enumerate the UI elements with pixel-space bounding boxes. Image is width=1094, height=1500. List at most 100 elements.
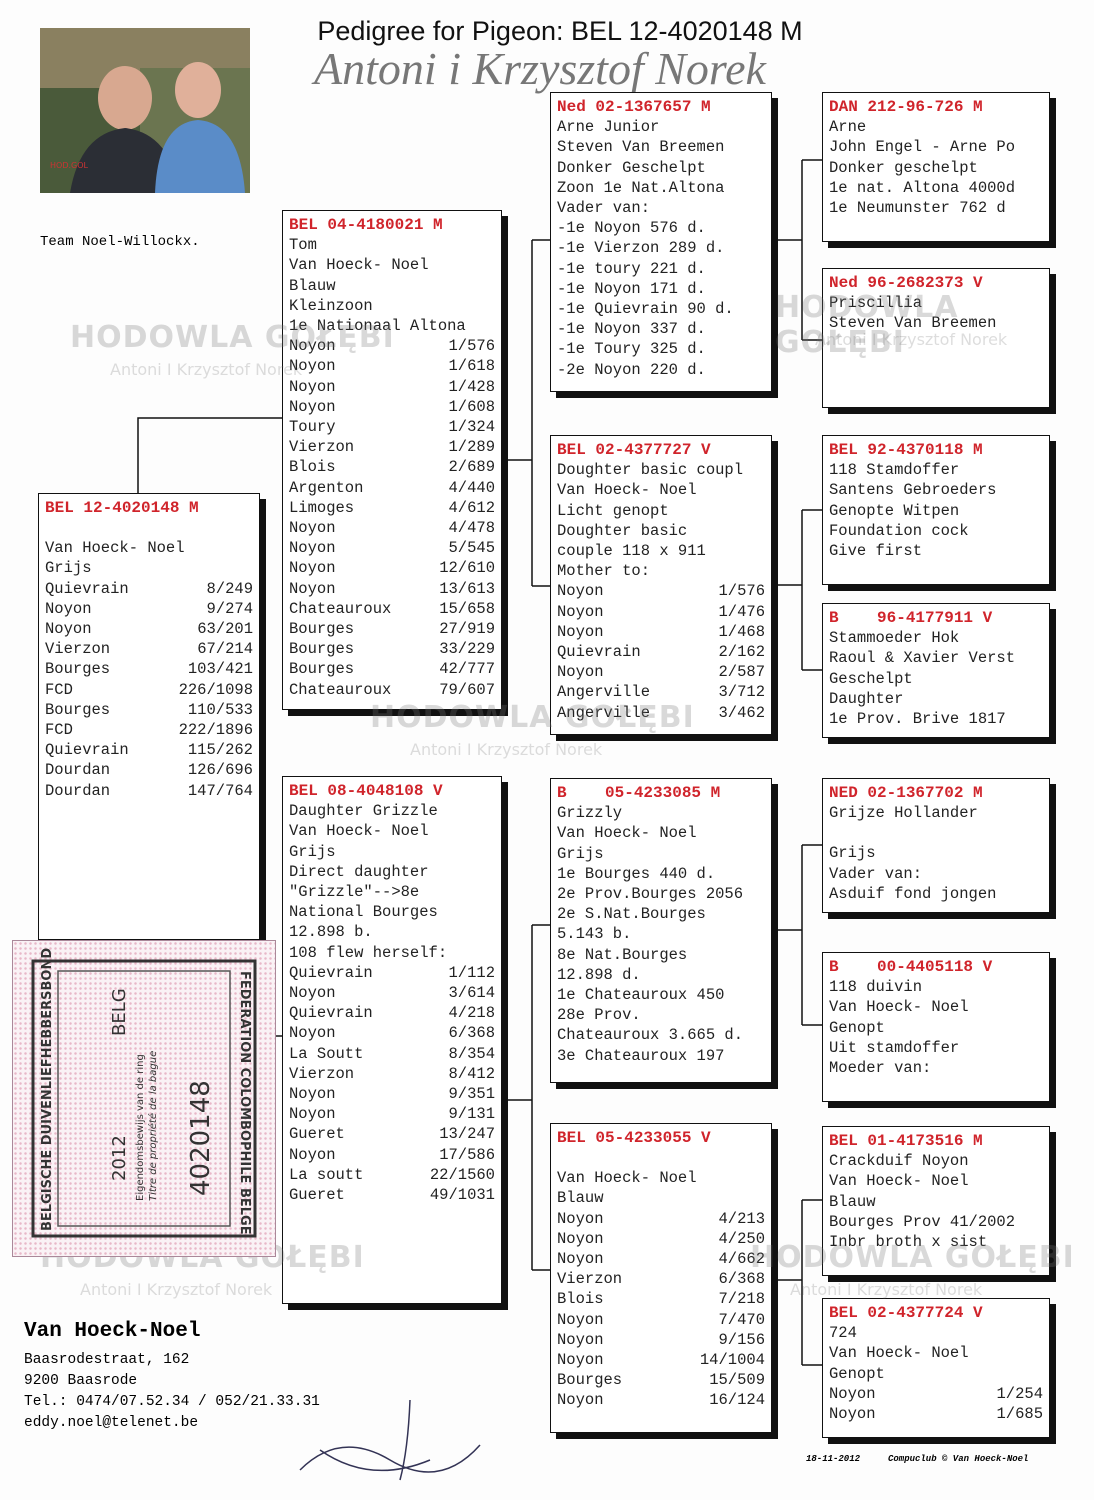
race: Noyon	[289, 377, 336, 396]
pedigree-box: BEL 02-4377724 V 724 Van Hoeck- Noel Genopt…	[822, 1298, 1050, 1438]
race: Gueret	[289, 1186, 345, 1205]
info-line: Donker Geschelpt	[557, 158, 706, 177]
result: 16/124	[709, 1391, 765, 1410]
pedigree-box: Ned 02-1367657 M Arne Junior Steven Van Br…	[550, 92, 772, 392]
info-line: 1e Chateauroux 450	[557, 986, 725, 1005]
race: Bourges	[45, 700, 111, 719]
race: Quievrain	[289, 963, 373, 982]
race: Quievrain	[289, 1004, 373, 1023]
result-row: Noyon 7/470	[557, 1310, 765, 1330]
ring-number: B 96-4177911 V	[829, 609, 993, 627]
info-line: Grijze Hollander	[829, 804, 978, 823]
race: Noyon	[557, 1229, 604, 1248]
info-line: National Bourges	[289, 903, 438, 922]
info-line: Uit stamdoffer	[829, 1038, 960, 1057]
result-row: Noyon 9/131	[289, 1104, 495, 1124]
result-row: Vierzon 8/412	[289, 1064, 495, 1084]
race: Noyon	[557, 1330, 604, 1349]
result-row: FCD 222/1896	[45, 720, 253, 740]
info-line: Santens Gebroeders	[829, 481, 997, 500]
result: 17/586	[439, 1145, 495, 1164]
info-line: Inbr broth x sist	[829, 1233, 988, 1252]
race: Dourdan	[45, 781, 111, 800]
info-line: Foundation cock	[829, 521, 969, 540]
result: 12/610	[439, 559, 495, 578]
result-row: Chateauroux 79/607	[289, 680, 495, 700]
footer-date: 18-11-2012	[806, 1454, 861, 1464]
info-line: Vader van:	[557, 199, 651, 218]
result: 147/764	[187, 781, 253, 800]
result: 1/576	[718, 582, 765, 601]
info-line: Genopt	[829, 1364, 885, 1383]
result: 79/607	[439, 680, 495, 699]
stamp-country: BELG	[109, 988, 130, 1036]
result: 7/470	[718, 1310, 765, 1329]
info-line: Van Hoeck- Noel	[829, 1344, 969, 1363]
result: 110/533	[187, 700, 253, 719]
info-line: Grijs	[289, 842, 336, 861]
result-row: Noyon 1/608	[289, 397, 495, 417]
info-line: Van Hoeck- Noel	[829, 1172, 969, 1191]
info-line: Asduif fond jongen	[829, 884, 997, 903]
info-line: Blauw	[557, 1189, 604, 1208]
result: 13/613	[439, 579, 495, 598]
info-line: Van Hoeck- Noel	[557, 824, 697, 843]
info-line: Daughter	[829, 689, 904, 708]
result: 67/214	[197, 640, 253, 659]
photo: HOD.GOL	[40, 28, 250, 193]
race: Vierzon	[289, 1064, 355, 1083]
result-row: Toury 1/324	[289, 417, 495, 437]
info-line: Daughter Grizzle	[289, 802, 438, 821]
info-line: 2e S.Nat.Bourges	[557, 905, 706, 924]
result: 1/476	[718, 602, 765, 621]
result: 8/354	[448, 1044, 495, 1063]
result-row: Noyon 1/468	[557, 622, 765, 642]
result: 49/1031	[429, 1186, 495, 1205]
pedigree-box: BEL 01-4173516 M Crackduif Noyon Van Hoeck…	[822, 1126, 1050, 1276]
info-line: 1e Bourges 440 d.	[557, 864, 716, 883]
race: Chateauroux	[289, 680, 392, 699]
info-line: 108 flew herself:	[289, 943, 448, 962]
result-row: Noyon 1/576	[289, 336, 495, 356]
race: Noyon	[557, 1250, 604, 1269]
info-line: Geschelpt	[829, 669, 913, 688]
info-line: Doughter basic	[557, 521, 688, 540]
info-line: 12.898 d.	[557, 965, 641, 984]
race: Vierzon	[557, 1270, 623, 1289]
info-line: 1e nat. Altona 4000d	[829, 178, 1016, 197]
info-line: 8e Nat.Bourges	[557, 945, 688, 964]
spacer	[45, 518, 253, 538]
result: 126/696	[187, 761, 253, 780]
result: 15/658	[439, 599, 495, 618]
info-line: Moeder van:	[829, 1059, 932, 1078]
result-row: Bourges 27/919	[289, 619, 495, 639]
owner-name: Van Hoeck-Noel	[24, 1320, 201, 1343]
race: Noyon	[829, 1384, 876, 1403]
race: Bourges	[45, 660, 111, 679]
ring-number: BEL 02-4377727 V	[557, 441, 711, 459]
result: 5/545	[448, 539, 495, 558]
race: FCD	[45, 680, 73, 699]
race: Quievrain	[45, 579, 129, 598]
info-line: Blauw	[829, 1192, 876, 1211]
race: Noyon	[289, 1105, 336, 1124]
pedigree-box: B 96-4177911 V Stammoeder Hok Raoul & Xavi…	[822, 603, 1050, 738]
info-line: Kleinzoon	[289, 296, 373, 315]
result: 2/587	[718, 663, 765, 682]
info-line: -1e Noyon 576 d.	[557, 219, 706, 238]
result: 13/247	[439, 1125, 495, 1144]
result: 33/229	[439, 640, 495, 659]
info-line: 724	[829, 1324, 857, 1343]
info-line: Give first	[829, 542, 923, 561]
result-row: Quievrain 2/162	[557, 642, 765, 662]
result-row: Gueret 49/1031	[289, 1185, 495, 1205]
ring-number: BEL 12-4020148 M	[45, 499, 199, 517]
stamp-number: 4020148	[186, 1080, 216, 1196]
info-line: 12.898 b.	[289, 923, 373, 942]
info-line: couple 118 x 911	[557, 542, 706, 561]
ring-number: NED 02-1367702 M	[829, 784, 983, 802]
result: 3/462	[718, 703, 765, 722]
race: Bourges	[557, 1371, 623, 1390]
result-row: Angerville 3/712	[557, 682, 765, 702]
